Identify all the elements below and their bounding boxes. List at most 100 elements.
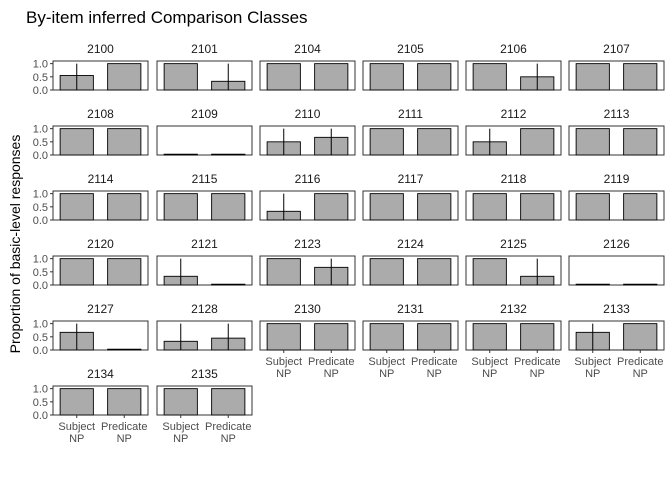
panel-border <box>52 190 149 221</box>
panel-title: 2133 <box>603 302 630 316</box>
panel-title: 2130 <box>294 302 321 316</box>
panel-title: 2124 <box>397 237 424 251</box>
panel-border <box>52 125 149 156</box>
bar <box>417 63 452 91</box>
bar <box>623 128 658 156</box>
panel-border <box>465 190 562 221</box>
panel-title: 2110 <box>295 107 321 121</box>
panel-border <box>465 255 562 286</box>
bar <box>163 153 198 156</box>
panel-2105: 2105 <box>362 42 459 91</box>
y-tick-label: 0.0 <box>33 280 48 292</box>
panel-title: 2112 <box>501 107 527 121</box>
x-tick-label-line: NP <box>324 368 339 380</box>
bar <box>417 323 452 351</box>
x-tick-label: Predicate NP <box>205 421 251 445</box>
panel-border <box>156 60 253 91</box>
x-tick-label-line: NP <box>276 368 291 380</box>
bar <box>472 63 507 91</box>
panel-2101: 2101 <box>156 42 253 91</box>
panel-border <box>568 125 665 156</box>
x-tick-label-line: NP <box>633 368 648 380</box>
panel-2128: 2128 <box>156 302 253 351</box>
panel-border <box>568 255 665 286</box>
panel-title: 2120 <box>87 237 114 251</box>
bar <box>266 323 301 351</box>
y-tick-label: 0.5 <box>33 332 48 344</box>
x-tick-label-line: NP <box>379 368 394 380</box>
y-tick-label: 0.0 <box>33 345 48 357</box>
x-tick-label-line: Subject <box>368 356 405 368</box>
panel-2118: 2118 <box>465 172 562 221</box>
x-tick-label-line: Predicate <box>617 356 663 368</box>
bar <box>211 193 246 221</box>
bar <box>575 193 610 221</box>
panel-title: 2118 <box>501 172 527 186</box>
panel-2126: 2126 <box>568 237 665 286</box>
panel-2124: 2124 <box>362 237 459 286</box>
panel-title: 2101 <box>191 42 218 56</box>
panel-2104: 2104 <box>259 42 356 91</box>
panel-2107: 2107 <box>568 42 665 91</box>
panel-2119: 2119 <box>568 172 665 221</box>
x-tick-label: Subject NP <box>368 356 405 380</box>
x-tick-label-line: Predicate <box>101 421 147 433</box>
x-tick-label-line: Subject <box>471 356 508 368</box>
panel-2109: 2109 <box>156 107 253 156</box>
bar <box>623 283 658 286</box>
panel-border <box>156 125 253 156</box>
panel-title: 2134 <box>87 367 114 381</box>
panel-title: 2111 <box>398 107 423 121</box>
panel-2108: 2108 0.00.51.0 <box>33 107 149 162</box>
panel-border <box>465 60 562 91</box>
x-tick-label-line: NP <box>585 368 600 380</box>
bar <box>369 128 404 156</box>
bar <box>623 193 658 221</box>
x-tick-label: Predicate NP <box>617 356 663 380</box>
x-tick-label-line: Predicate <box>514 356 560 368</box>
y-tick-label: 1.0 <box>33 124 48 136</box>
y-tick-label: 1.0 <box>33 254 48 266</box>
panel-border <box>156 255 253 286</box>
x-tick-label: Subject NP <box>58 421 95 445</box>
x-tick-label-line: Predicate <box>411 356 457 368</box>
bar <box>417 193 452 221</box>
bar <box>107 388 142 416</box>
x-tick-label-line: NP <box>482 368 497 380</box>
bar <box>163 193 198 221</box>
bar <box>107 348 142 351</box>
x-tick-label: Subject NP <box>162 421 199 445</box>
bar <box>623 63 658 91</box>
panel-2121: 2121 <box>156 237 253 286</box>
x-tick-label-line: Subject <box>58 421 95 433</box>
x-tick-label: Predicate NP <box>514 356 560 380</box>
panel-title: 2128 <box>191 302 218 316</box>
bar <box>472 323 507 351</box>
x-tick-label: Predicate NP <box>308 356 354 380</box>
panel-border <box>362 60 459 91</box>
y-tick-label: 0.5 <box>33 137 48 149</box>
panel-title: 2104 <box>294 42 321 56</box>
panel-border <box>362 320 459 351</box>
panel-title: 2109 <box>191 107 218 121</box>
panel-title: 2100 <box>87 42 114 56</box>
panel-title: 2113 <box>604 107 630 121</box>
bar <box>211 283 246 286</box>
y-tick-label: 0.0 <box>33 215 48 227</box>
panel-title: 2117 <box>398 172 424 186</box>
panel-2113: 2113 <box>568 107 665 156</box>
panel-2114: 2114 0.00.51.0 <box>33 172 149 227</box>
y-tick-label: 1.0 <box>33 319 48 331</box>
panel-title: 2107 <box>603 42 630 56</box>
bar <box>163 388 198 416</box>
x-tick-label-line: NP <box>221 433 236 445</box>
bar <box>369 323 404 351</box>
x-tick-label: Predicate NP <box>411 356 457 380</box>
panel-border <box>156 385 253 416</box>
x-tick-label-line: NP <box>173 433 188 445</box>
panel-border <box>259 125 356 156</box>
panel-2117: 2117 <box>362 172 459 221</box>
panel-title: 2127 <box>87 302 114 316</box>
